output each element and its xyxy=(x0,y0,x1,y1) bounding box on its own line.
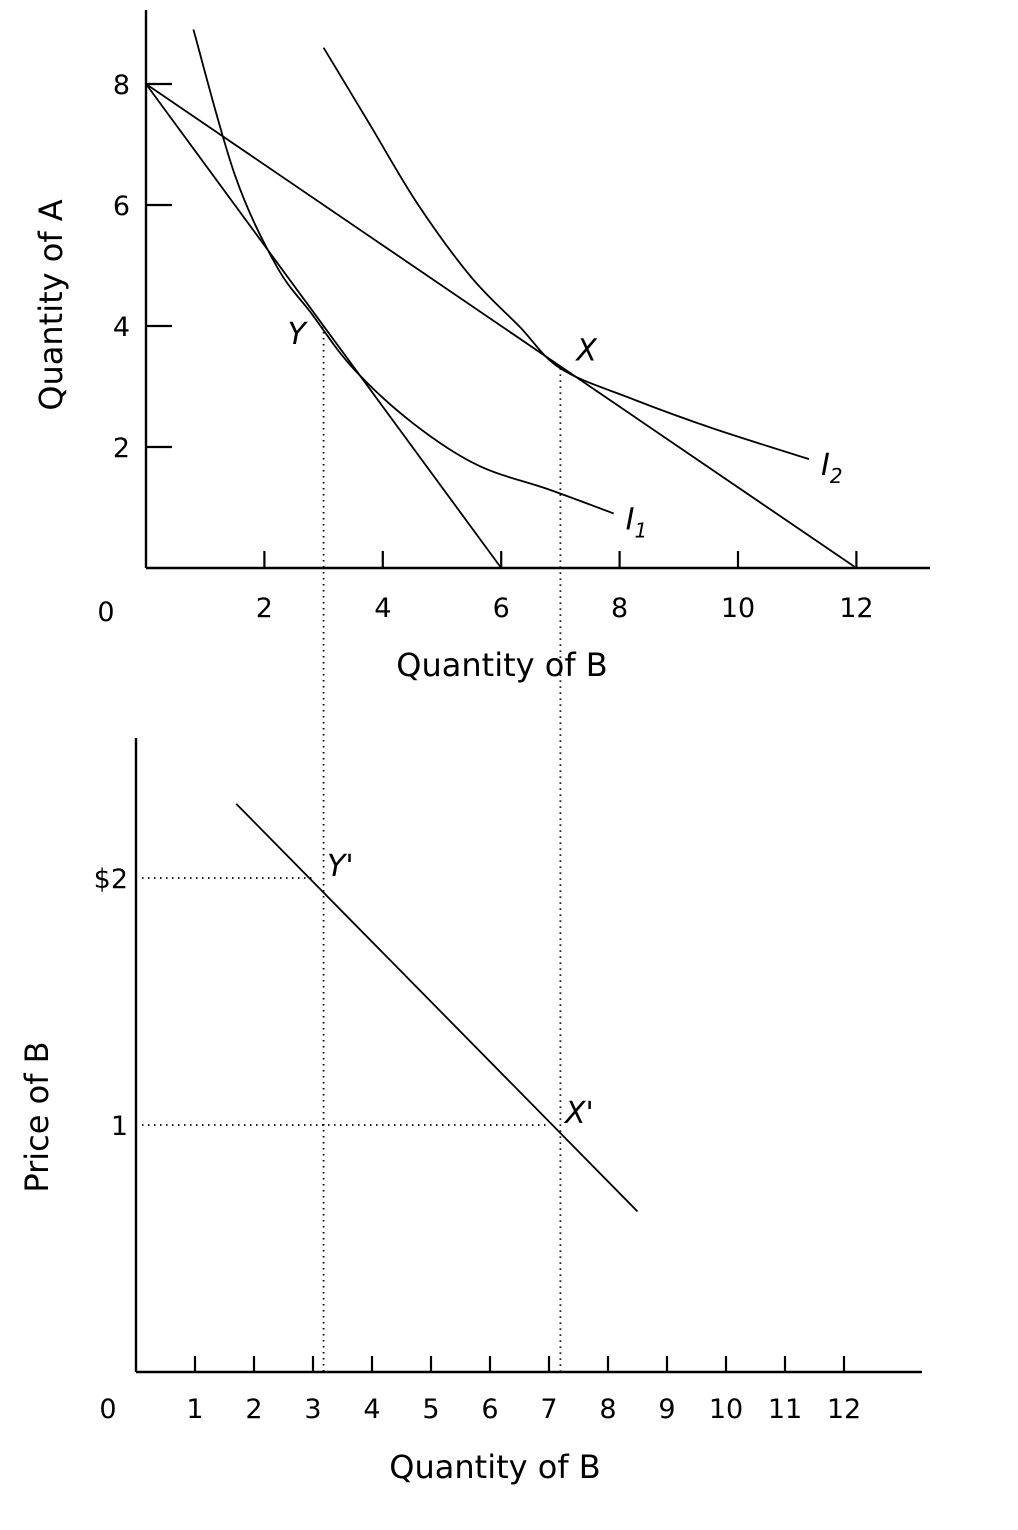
top-tick-labels: 2 4 6 8 10 12 2 4 6 8 xyxy=(113,70,874,624)
bottom-guide-lines xyxy=(142,877,549,1126)
top-x-tick-label: 10 xyxy=(721,593,755,624)
bottom-tick-labels: 1 2 3 4 5 6 7 8 9 10 11 121$2 xyxy=(94,864,862,1425)
bottom-x-tick-label: 6 xyxy=(481,1394,498,1425)
bottom-x-axis-label: Quantity of B xyxy=(389,1448,600,1486)
top-x-tick-label: 8 xyxy=(611,593,628,624)
top-x-tick-label: 6 xyxy=(493,593,510,624)
top-x-axis-label: Quantity of B xyxy=(396,646,607,684)
top-guide-lines xyxy=(322,326,562,1372)
bottom-y-axis-label: Price of B xyxy=(18,1041,56,1192)
top-y-tick-label: 4 xyxy=(113,312,130,343)
bottom-y-tick-label: $2 xyxy=(94,864,128,895)
bottom-x-tick-label: 7 xyxy=(540,1394,557,1425)
bottom-series-group xyxy=(235,803,639,1213)
indifference-curve-i1 xyxy=(192,29,615,515)
bottom-axes xyxy=(134,738,922,1374)
bottom-tick-marks xyxy=(193,1356,846,1372)
top-origin-label: 0 xyxy=(97,597,114,628)
top-y-tick-label: 8 xyxy=(113,70,130,101)
top-y-tick-label: 2 xyxy=(113,433,130,464)
budget-line-1 xyxy=(145,83,502,569)
bottom-x-tick-label: 10 xyxy=(709,1394,743,1425)
bottom-x-tick-label: 12 xyxy=(827,1394,861,1425)
demand-curve-panel: 1 2 3 4 5 6 7 8 9 10 11 121$2 Y'X' 0 Quantity of B … xyxy=(18,738,922,1486)
bottom-x-tick-label: 5 xyxy=(422,1394,439,1425)
top-axes xyxy=(144,10,930,570)
bottom-x-tick-label: 9 xyxy=(658,1394,675,1425)
bottom-x-tick-label: 11 xyxy=(768,1394,802,1425)
top-tick-marks xyxy=(146,82,858,568)
bottom-x-tick-label: 4 xyxy=(363,1394,380,1425)
top-y-tick-label: 6 xyxy=(113,191,130,222)
bottom-y-tick-label: 1 xyxy=(111,1111,128,1142)
bottom-point-labels: Y' X' xyxy=(327,849,594,1131)
bottom-x-tick-label: 2 xyxy=(245,1394,262,1425)
point-label-x-prime: X' xyxy=(563,1096,594,1131)
top-x-tick-label: 4 xyxy=(374,593,391,624)
bottom-x-tick-label: 3 xyxy=(304,1394,321,1425)
point-label-y: Y xyxy=(288,317,309,352)
top-y-axis-label: Quantity of A xyxy=(32,199,70,410)
bottom-origin-label: 0 xyxy=(99,1394,116,1425)
point-label-x: X xyxy=(574,333,598,368)
point-label-y-prime: Y' xyxy=(327,849,354,884)
top-x-tick-label: 12 xyxy=(839,593,873,624)
top-x-tick-label: 2 xyxy=(256,593,273,624)
budget-line-2 xyxy=(145,83,857,569)
top-series-group xyxy=(145,29,857,569)
demand-curve-line xyxy=(235,803,639,1213)
indifference-curve-i2 xyxy=(322,47,810,460)
bottom-x-tick-label: 1 xyxy=(186,1394,203,1425)
bottom-x-tick-label: 8 xyxy=(599,1394,616,1425)
